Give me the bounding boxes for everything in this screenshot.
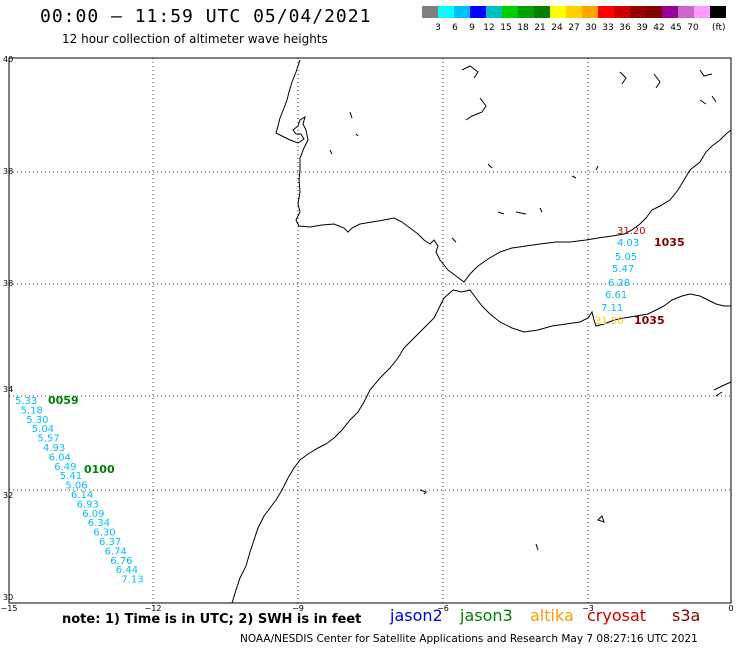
legend-label: 21 xyxy=(534,23,546,33)
wave-height-value: 6.28 xyxy=(608,278,630,289)
satellite-altika: altika xyxy=(530,606,574,625)
wave-height-value: 6.14 xyxy=(71,490,93,501)
legend-swatch xyxy=(454,6,470,18)
legend-swatch xyxy=(486,6,502,18)
wave-height-value: 6.49 xyxy=(54,462,76,473)
wave-height-value: 7.11 xyxy=(601,303,623,314)
legend-label: 12 xyxy=(483,23,495,33)
legend-label: 36 xyxy=(619,23,631,33)
legend-label: 24 xyxy=(551,23,563,33)
wave-height-value: 6.34 xyxy=(88,518,110,529)
legend-swatch xyxy=(710,6,726,18)
wave-height-value: 5.33 xyxy=(15,396,37,407)
map-title: 00:00 – 11:59 UTC 05/04/2021 xyxy=(40,6,372,27)
axis-tick-labels: 40 38 38 34 32 30 −15 −12 −9 −6 −3 0 xyxy=(1,55,734,613)
longitude-tick-label: −15 xyxy=(1,604,18,613)
legend-swatch xyxy=(678,6,694,18)
wave-height-value: 5.41 xyxy=(60,471,82,482)
wave-height-value: 6.04 xyxy=(49,452,71,463)
wave-height-value: 6.74 xyxy=(105,546,127,557)
legend-swatch xyxy=(470,6,486,18)
latitude-tick-label: 40 xyxy=(3,55,13,64)
satellite-jason3: jason3 xyxy=(460,606,513,625)
legend-swatch xyxy=(502,6,518,18)
legend-label: 39 xyxy=(636,23,648,33)
longitude-tick-label: −12 xyxy=(145,604,162,613)
pass-time-label: 1035 xyxy=(634,314,665,327)
legend-swatch xyxy=(550,6,566,18)
map-frame xyxy=(8,57,732,604)
longitude-tick-label: −6 xyxy=(437,604,449,613)
map-subtitle: 12 hour collection of altimeter wave hei… xyxy=(62,32,328,46)
legend-swatch xyxy=(646,6,662,18)
wave-height-value: 6.09 xyxy=(82,509,104,520)
pass-time-label: 0100 xyxy=(84,463,115,476)
pass-time-label: 0059 xyxy=(48,394,79,407)
pass-time-label: 1035 xyxy=(654,236,685,249)
wave-height-value: 31.20 xyxy=(617,226,646,237)
legend-label: 6 xyxy=(452,23,458,33)
latitude-tick-label: 34 xyxy=(3,385,13,394)
legend-swatch xyxy=(630,6,646,18)
latitude-tick-label: 38 xyxy=(3,279,13,288)
legend-unit: (ft) xyxy=(712,23,726,33)
wave-height-value: 7.13 xyxy=(121,575,143,586)
wave-height-value: 6.44 xyxy=(116,565,138,576)
longitude-tick-label: −9 xyxy=(292,604,304,613)
coastline xyxy=(231,59,732,604)
wave-height-value: 5.18 xyxy=(21,405,43,416)
legend-swatch xyxy=(518,6,534,18)
wave-height-value: 31.50 xyxy=(595,316,624,327)
legend-swatch xyxy=(614,6,630,18)
wave-height-value: 6.37 xyxy=(99,537,121,548)
wave-height-value: 6.61 xyxy=(605,290,627,301)
graticule xyxy=(9,58,731,603)
legend-label: 9 xyxy=(469,23,475,33)
legend-swatch xyxy=(422,6,438,18)
wave-height-value: 5.05 xyxy=(615,252,637,263)
satellite-jason2: jason2 xyxy=(390,606,443,625)
pass-time-labels: 1035 1035 0059 0100 xyxy=(48,236,685,476)
legend-label: 15 xyxy=(500,23,512,33)
legend-label: 33 xyxy=(602,23,614,33)
satellite-s3a: s3a xyxy=(672,606,701,625)
longitude-tick-label: 0 xyxy=(728,604,733,613)
wave-height-value: 5.06 xyxy=(65,481,87,492)
wave-height-value: 6.93 xyxy=(77,499,99,510)
legend-swatch xyxy=(534,6,550,18)
wave-height-value: 4.93 xyxy=(43,443,65,454)
wave-height-value: 4.03 xyxy=(617,238,639,249)
latitude-tick-label: 30 xyxy=(3,593,13,602)
legend-swatch xyxy=(662,6,678,18)
longitude-tick-label: −3 xyxy=(582,604,594,613)
wave-height-value: 6.76 xyxy=(110,556,132,567)
wave-height-value: 5.04 xyxy=(32,424,54,435)
legend-swatch xyxy=(582,6,598,18)
wave-height-value: 5.57 xyxy=(37,434,59,445)
units-note: note: 1) Time is in UTC; 2) SWH is in fe… xyxy=(62,612,362,627)
wave-height-value: 5.47 xyxy=(612,264,634,275)
legend-label: 70 xyxy=(687,23,699,33)
legend-swatch xyxy=(598,6,614,18)
satellite-cryosat: cryosat xyxy=(587,606,647,625)
altimeter-tracks: 31.204.035.055.476.286.617.1131.505.335.… xyxy=(15,226,646,586)
legend-label: 42 xyxy=(653,23,665,33)
wave-height-value: 5.30 xyxy=(26,415,48,426)
legend-label: 3 xyxy=(435,23,441,33)
legend-label: 30 xyxy=(585,23,597,33)
legend-label: 27 xyxy=(568,23,580,33)
credit-line: NOAA/NESDIS Center for Satellite Applica… xyxy=(240,633,698,645)
latitude-tick-label: 32 xyxy=(3,491,13,500)
legend-swatch xyxy=(694,6,710,18)
latitude-tick-label: 38 xyxy=(3,167,13,176)
legend-label: 18 xyxy=(517,23,529,33)
legend-swatch xyxy=(438,6,454,18)
wave-height-value: 6.30 xyxy=(93,528,115,539)
legend-label: 45 xyxy=(670,23,682,33)
legend-swatch xyxy=(566,6,582,18)
